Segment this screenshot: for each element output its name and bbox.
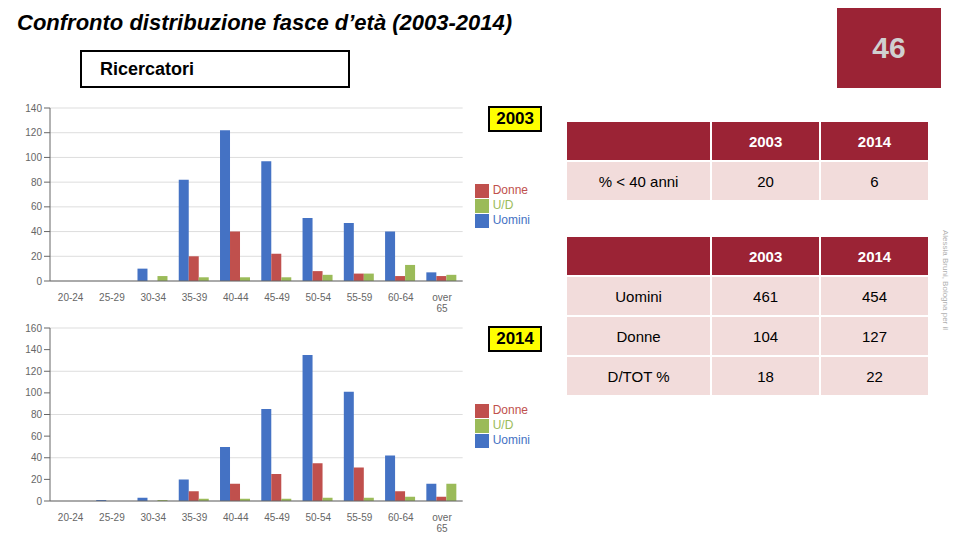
html-text:2014: 2014 <box>857 247 892 265</box>
html-text:Alessia Bruni, Bologna per il: Alessia Bruni, Bologna per il <box>940 230 950 330</box>
svg-text:40: 40 <box>31 226 43 237</box>
svg-text:20: 20 <box>31 251 43 262</box>
svg-text:over65: over65 <box>432 512 452 533</box>
svg-text:100: 100 <box>25 152 42 163</box>
html-text:454: 454 <box>862 287 887 305</box>
html-text:U/D: U/D <box>492 198 514 213</box>
html-text:18: 18 <box>757 367 774 385</box>
svg-text:50-54: 50-54 <box>305 292 331 303</box>
html-text:Uomini: Uomini <box>492 432 530 447</box>
svg-text:35-39: 35-39 <box>182 512 208 523</box>
html-text:U/D: U/D <box>492 418 514 433</box>
svg-text:45-49: 45-49 <box>264 512 290 523</box>
svg-text:0: 0 <box>36 496 42 507</box>
svg-text:20-24: 20-24 <box>58 292 84 303</box>
html-text:Uomini: Uomini <box>615 287 662 305</box>
svg-text:25-29: 25-29 <box>99 512 125 523</box>
html-text:Confronto distribuzione fasce: Confronto distribuzione fasce d’età (200… <box>17 10 513 35</box>
svg-text:20: 20 <box>31 474 43 485</box>
svg-text:40-44: 40-44 <box>223 292 249 303</box>
svg-text:60: 60 <box>31 201 43 212</box>
html-text:461: 461 <box>753 287 779 305</box>
svg-text:35-39: 35-39 <box>182 292 208 303</box>
html-text:D/TOT %: D/TOT % <box>607 367 670 385</box>
html-text:2003: 2003 <box>748 132 783 150</box>
svg-text:80: 80 <box>31 409 43 420</box>
svg-text:30-34: 30-34 <box>140 512 166 523</box>
svg-text:60-64: 60-64 <box>388 292 414 303</box>
svg-text:80: 80 <box>31 177 43 188</box>
svg-text:55-59: 55-59 <box>347 512 373 523</box>
svg-text:140: 140 <box>25 344 42 355</box>
svg-text:45-49: 45-49 <box>264 292 290 303</box>
html-text:% < 40 anni: % < 40 anni <box>598 172 679 190</box>
svg-text:120: 120 <box>25 366 42 377</box>
html-text:46: 46 <box>872 31 906 64</box>
html-text:Ricercatori: Ricercatori <box>100 58 194 79</box>
svg-text:100: 100 <box>25 387 42 398</box>
svg-text:60-64: 60-64 <box>388 512 414 523</box>
svg-text:25-29: 25-29 <box>99 292 125 303</box>
svg-text:20-24: 20-24 <box>58 512 84 523</box>
html-text:Donne: Donne <box>492 183 528 198</box>
html-text:2003: 2003 <box>496 109 534 128</box>
html-text:104: 104 <box>753 327 779 345</box>
svg-text:30-34: 30-34 <box>140 292 166 303</box>
svg-text:50-54: 50-54 <box>305 512 331 523</box>
html-text:22: 22 <box>866 367 883 385</box>
svg-text:0: 0 <box>36 276 42 287</box>
svg-text:over65: over65 <box>432 292 452 313</box>
html-text:20: 20 <box>757 172 774 190</box>
svg-text:140: 140 <box>25 103 42 114</box>
svg-text:40: 40 <box>31 452 43 463</box>
html-text:127: 127 <box>862 327 887 345</box>
html-text:Uomini: Uomini <box>492 212 530 227</box>
svg-text:120: 120 <box>25 127 42 138</box>
svg-text:60: 60 <box>31 431 43 442</box>
html-text:2014: 2014 <box>857 132 892 150</box>
html-text:2014: 2014 <box>496 329 534 348</box>
svg-text:40-44: 40-44 <box>223 512 249 523</box>
html-text:Donne: Donne <box>616 327 661 345</box>
html-text:2003: 2003 <box>748 247 783 265</box>
html-text:6: 6 <box>870 172 879 190</box>
html-text:Donne: Donne <box>492 403 528 418</box>
svg-text:55-59: 55-59 <box>347 292 373 303</box>
svg-text:160: 160 <box>25 323 42 334</box>
